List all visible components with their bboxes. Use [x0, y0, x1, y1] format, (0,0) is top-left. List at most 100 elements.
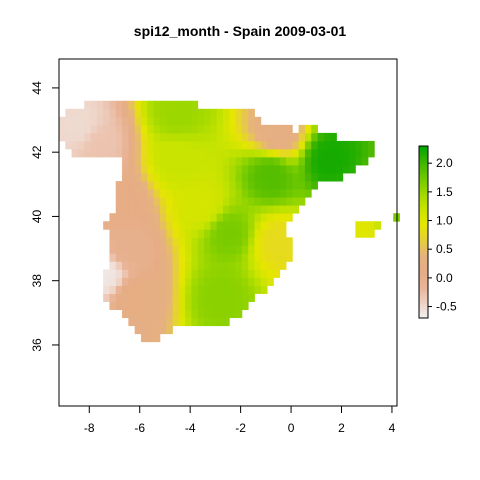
raster-cell — [222, 261, 230, 270]
raster-cell — [222, 165, 230, 174]
raster-cell — [153, 157, 161, 166]
raster-cell — [222, 245, 230, 254]
raster-cell — [260, 213, 268, 222]
raster-cell — [197, 157, 205, 166]
raster-cell — [84, 124, 91, 134]
raster-cell — [279, 213, 287, 222]
raster-cell — [210, 197, 218, 206]
raster-cell — [248, 285, 255, 294]
raster-cell — [260, 277, 268, 286]
raster-cell — [128, 165, 136, 174]
raster-cell — [248, 116, 255, 126]
raster-cell — [122, 100, 129, 110]
raster-cell — [323, 148, 331, 158]
legend-color-segment — [419, 275, 428, 279]
raster-cell — [241, 293, 249, 302]
raster-cell — [267, 261, 274, 270]
raster-cell — [222, 173, 230, 182]
raster-cell — [210, 181, 218, 190]
legend-color-segment — [419, 280, 428, 285]
raster-cell — [178, 173, 186, 182]
raster-cell — [304, 132, 312, 142]
legend-color-segment — [419, 234, 428, 239]
raster-cell — [122, 157, 129, 166]
raster-cell — [267, 189, 274, 198]
raster-cell — [134, 221, 142, 230]
raster-cell — [210, 269, 218, 278]
raster-cell — [304, 148, 312, 158]
raster-cell — [122, 309, 129, 319]
raster-cell — [185, 148, 192, 158]
raster-cell — [260, 165, 268, 174]
raster-cell — [248, 237, 255, 246]
raster-cell — [166, 269, 173, 278]
raster-cell — [159, 148, 167, 158]
raster-cell — [317, 165, 325, 174]
raster-cell — [286, 173, 293, 182]
raster-cell — [185, 269, 192, 278]
raster-cell — [159, 285, 167, 294]
raster-cell — [71, 108, 79, 118]
raster-cell — [241, 277, 249, 286]
raster-cell — [229, 205, 236, 214]
legend-color-segment — [419, 151, 428, 156]
raster-cell — [172, 261, 180, 270]
raster-cell — [115, 116, 123, 126]
raster-cell — [267, 229, 274, 238]
raster-cell — [128, 293, 136, 302]
raster-cell — [159, 140, 167, 150]
raster-cell — [122, 285, 129, 294]
raster-cell — [90, 148, 98, 158]
legend-color-segment — [419, 309, 428, 313]
raster-cell — [235, 108, 243, 118]
raster-cell — [128, 309, 136, 319]
raster-cell — [248, 221, 255, 230]
raster-cell — [197, 229, 205, 238]
raster-cell — [330, 157, 337, 166]
raster-cell — [115, 148, 123, 158]
raster-cell — [241, 173, 249, 182]
raster-cell — [336, 165, 344, 174]
raster-cell — [128, 205, 136, 214]
raster-cell — [222, 309, 230, 319]
y-tick-label: 38 — [30, 274, 44, 288]
raster-cell — [323, 157, 331, 166]
raster-cell — [185, 165, 192, 174]
raster-cell — [109, 269, 117, 278]
raster-cell — [140, 116, 148, 126]
raster-cell — [122, 269, 129, 278]
raster-cell — [122, 116, 129, 126]
raster-cell — [178, 189, 186, 198]
raster-cell — [128, 116, 136, 126]
legend-color-segment — [419, 252, 428, 256]
raster-cell — [159, 100, 167, 110]
raster-cell — [115, 229, 123, 238]
raster-cell — [172, 205, 180, 214]
raster-cell — [197, 285, 205, 294]
raster-cell — [254, 157, 262, 166]
raster-cell — [140, 173, 148, 182]
raster-cell — [229, 132, 236, 142]
raster-cell — [254, 181, 262, 190]
raster-cell — [109, 221, 117, 230]
x-tick-label: -4 — [185, 421, 196, 435]
raster-cell — [153, 205, 161, 214]
raster-cell — [222, 140, 230, 150]
raster-cell — [241, 116, 249, 126]
raster-cell — [210, 229, 218, 238]
raster-cell — [204, 293, 211, 302]
raster-cell — [178, 205, 186, 214]
raster-cell — [178, 277, 186, 286]
raster-cell — [109, 132, 117, 142]
raster-cell — [128, 269, 136, 278]
raster-cell — [147, 173, 154, 182]
raster-cell — [153, 229, 161, 238]
raster-cell — [128, 285, 136, 294]
raster-cell — [159, 181, 167, 190]
raster-cell — [254, 253, 262, 262]
raster-cell — [166, 116, 173, 126]
raster-cell — [191, 301, 199, 311]
raster-cell — [286, 213, 293, 222]
raster-cell — [147, 261, 154, 270]
raster-cell — [153, 285, 161, 294]
